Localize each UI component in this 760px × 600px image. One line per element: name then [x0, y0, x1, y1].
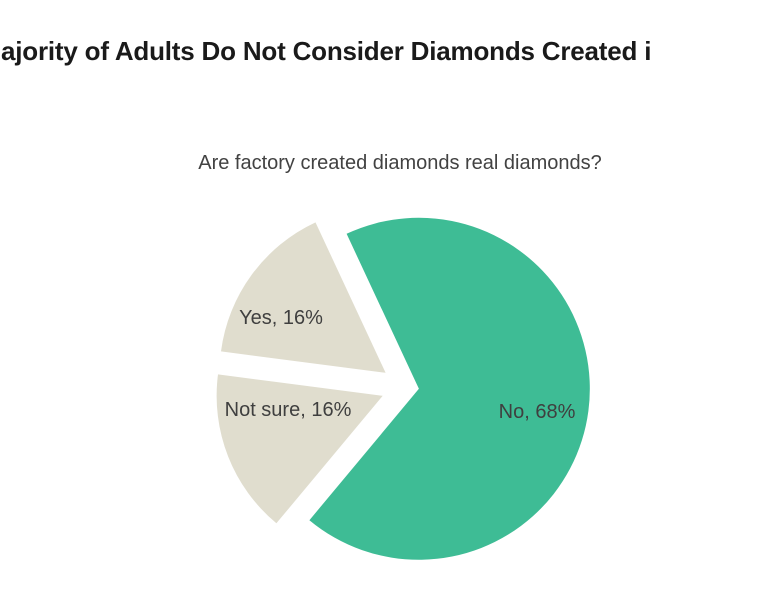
slice-label-yes: Yes, 16% [239, 307, 323, 329]
pie-slice-no [309, 217, 590, 560]
chart-question: Are factory created diamonds real diamon… [198, 152, 602, 174]
slice-label-no: No, 68% [499, 401, 576, 423]
pie-slice-yes [221, 222, 386, 373]
slice-label-not-sure: Not sure, 16% [225, 399, 352, 421]
page-title: ajority of Adults Do Not Consider Diamon… [1, 36, 652, 66]
pie-slice-not-sure [216, 374, 383, 524]
